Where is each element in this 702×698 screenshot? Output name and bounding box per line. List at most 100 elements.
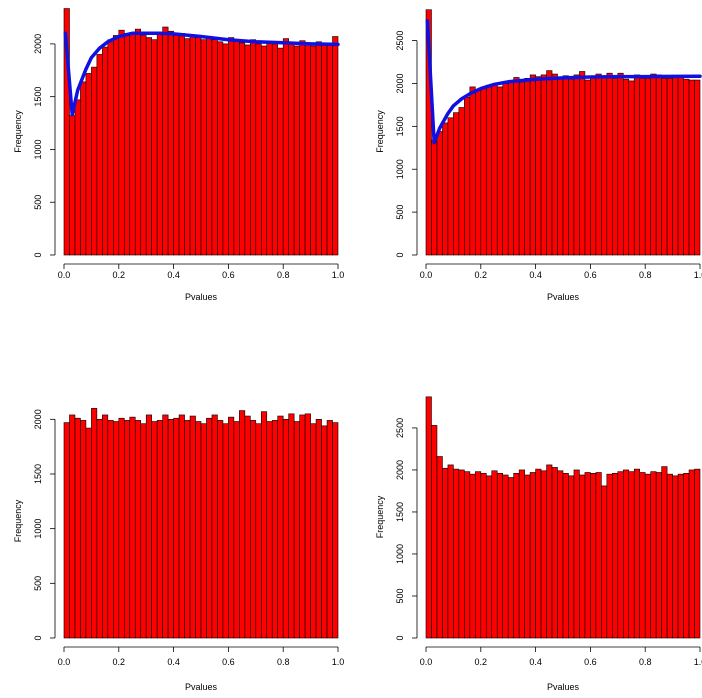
histogram-bar xyxy=(107,420,114,639)
histogram-bar xyxy=(458,469,465,639)
histogram-bar xyxy=(650,471,657,639)
histogram-bar xyxy=(496,473,504,639)
histogram-bar xyxy=(546,70,553,256)
x-tick-label: 0.0 xyxy=(420,657,433,667)
y-tick-label: 2500 xyxy=(395,418,405,438)
histogram-bar xyxy=(502,83,509,256)
histogram-bar xyxy=(666,473,673,639)
histogram-bar xyxy=(85,427,92,639)
x-tick-label: 1.0 xyxy=(694,270,702,280)
y-tick-label: 1500 xyxy=(395,116,405,136)
histogram-bar xyxy=(507,80,514,256)
histogram-bar xyxy=(96,419,103,639)
y-axis-title: Frequency xyxy=(375,495,385,538)
histogram-bar xyxy=(244,415,251,639)
y-axis-title: Frequency xyxy=(375,110,385,153)
histogram-bar xyxy=(156,420,163,639)
histogram-bar xyxy=(91,66,98,256)
histogram-bar xyxy=(282,419,289,639)
histogram-bar xyxy=(102,414,109,639)
histogram-bar xyxy=(688,469,695,639)
histogram-bar xyxy=(118,417,125,639)
histogram-bar xyxy=(524,78,531,256)
histogram-bar xyxy=(189,35,196,256)
histogram-bar xyxy=(666,78,673,256)
histogram-bar xyxy=(162,414,169,639)
histogram-bar xyxy=(672,76,679,256)
histogram-bar xyxy=(579,474,586,639)
histogram-bar xyxy=(612,473,619,639)
histogram-bar xyxy=(507,477,514,639)
y-tick-label: 0 xyxy=(33,635,43,640)
histogram-bar xyxy=(672,475,679,639)
y-tick-label: 2000 xyxy=(33,409,43,429)
histogram-bar xyxy=(650,73,657,256)
histogram-bar xyxy=(271,420,279,639)
histogram-bar xyxy=(151,421,158,639)
y-tick-label: 2000 xyxy=(33,34,43,54)
histogram-bar xyxy=(277,415,284,639)
histogram-bar xyxy=(228,416,235,639)
y-tick-label: 1500 xyxy=(395,502,405,522)
histogram-bar xyxy=(551,73,558,256)
histogram-bar xyxy=(85,73,92,256)
histogram-bar xyxy=(250,420,257,639)
histogram-bar xyxy=(633,74,641,256)
histogram-bar xyxy=(431,139,438,256)
histogram-bar xyxy=(677,473,684,639)
histogram-bar xyxy=(260,411,268,639)
histogram-bar xyxy=(601,76,608,256)
histogram-bar xyxy=(123,420,131,639)
histogram-bar xyxy=(529,472,536,639)
histogram-bar xyxy=(436,131,443,256)
x-tick-label: 0.2 xyxy=(113,270,126,280)
histogram-bar xyxy=(123,33,131,256)
histogram-bar xyxy=(425,396,432,639)
histogram-bar xyxy=(677,76,684,256)
histogram-bar xyxy=(113,421,120,639)
histogram-bar xyxy=(622,78,630,256)
histogram-bar xyxy=(595,73,602,256)
histogram-bar xyxy=(293,45,300,256)
histogram-bar xyxy=(222,43,229,256)
y-tick-label: 1000 xyxy=(395,159,405,179)
histogram-bar xyxy=(129,416,136,639)
x-tick-label: 0.8 xyxy=(277,270,290,280)
histogram-bar xyxy=(69,414,76,639)
histogram-bar xyxy=(436,456,443,639)
x-tick-label: 0.8 xyxy=(639,657,652,667)
histogram-bar xyxy=(288,413,295,639)
histogram-bar xyxy=(612,78,619,256)
histogram-bar xyxy=(513,473,520,639)
x-tick-label: 0.8 xyxy=(277,657,290,667)
histogram-bar xyxy=(332,422,339,639)
histogram-bar xyxy=(228,37,235,256)
histogram-bar xyxy=(134,420,142,639)
y-tick-label: 1000 xyxy=(33,139,43,159)
y-tick-label: 500 xyxy=(395,588,405,603)
x-tick-label: 0.2 xyxy=(475,657,488,667)
histogram-bar xyxy=(189,415,196,639)
histogram-bar xyxy=(496,86,504,256)
y-tick-label: 1500 xyxy=(33,87,43,107)
y-tick-label: 500 xyxy=(33,195,43,210)
histogram-bar xyxy=(453,468,460,639)
histogram-bar xyxy=(475,471,482,639)
y-tick-label: 500 xyxy=(395,205,405,220)
histogram-bar xyxy=(266,421,273,639)
histogram-bar xyxy=(683,78,690,256)
histogram-bar xyxy=(255,43,262,256)
histogram-bar xyxy=(140,35,147,256)
histogram-bottom-right: 0.0 0.2 0.4 0.6 0.8 1.0 0 500 1000 1500 2000 2500 Pv… xyxy=(375,396,702,692)
histogram-bottom-left: 0.0 0.2 0.4 0.6 0.8 1.0 0 500 1000 1500 2000 Pvalue… xyxy=(13,408,344,692)
histogram-bar xyxy=(694,468,701,639)
histogram-bar xyxy=(453,112,460,256)
histogram-bar xyxy=(458,107,465,256)
histogram-bar xyxy=(206,417,213,639)
histogram-bar xyxy=(546,464,553,639)
bars xyxy=(425,9,701,256)
histogram-bar xyxy=(184,38,191,256)
histogram-bar xyxy=(200,423,207,639)
histogram-bar xyxy=(683,473,690,639)
histogram-bar xyxy=(217,420,224,639)
